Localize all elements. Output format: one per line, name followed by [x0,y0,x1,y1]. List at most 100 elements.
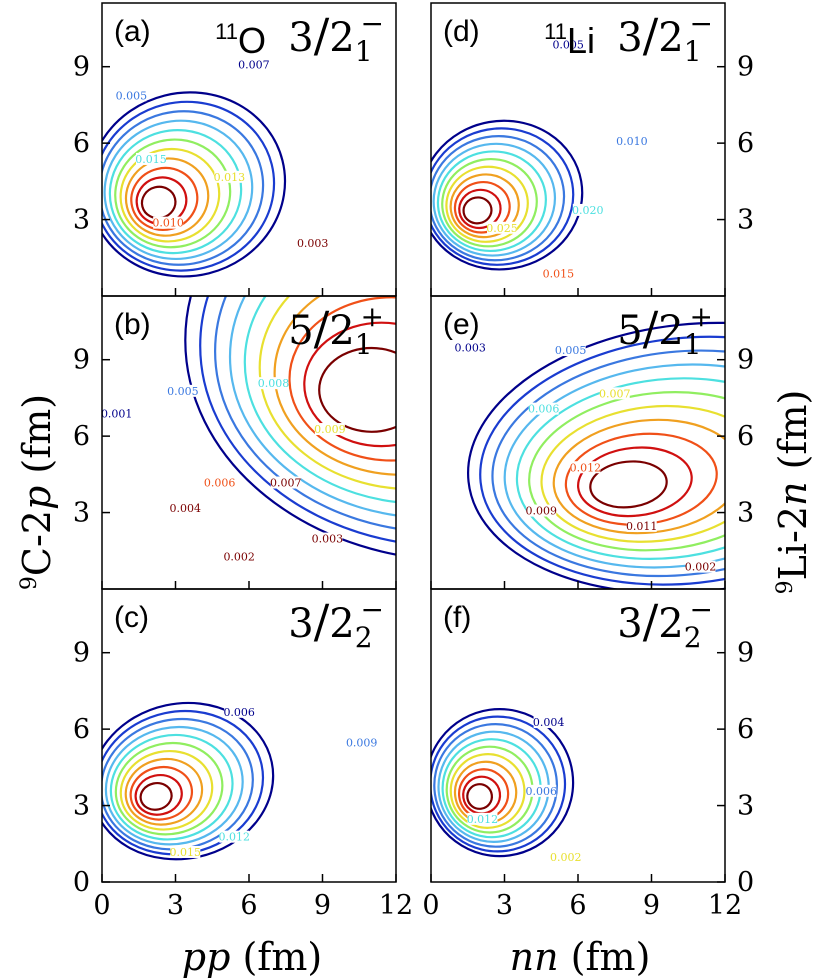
contour-label-bg [555,344,586,357]
contour-label-b-1: 0.001 [101,408,133,421]
contour-f-level-7 [449,753,526,829]
y-tick-label: 6 [737,714,754,745]
contour-label-bg [224,550,255,563]
contour-label-bg [314,423,345,436]
y-tick-label: 3 [73,205,90,236]
contour-label-e-7: 0.011 [626,520,658,533]
y-tick-label: 0 [737,867,754,898]
contour-label-e-8: 0.002 [685,561,717,574]
contour-d-level-9 [453,181,511,234]
y-tick-label: 6 [737,128,754,159]
contour-e-level-5 [515,377,725,560]
contour-label-a-6: 0.003 [297,237,329,250]
contour-d-level-8 [449,173,520,239]
contour-label-bg [550,851,581,864]
state-label-f: 3/22− [617,593,713,654]
contour-e-level-8 [552,418,725,535]
contour-f-level-5 [441,738,542,839]
contour-a-level-1 [102,91,287,278]
contour-e-level-6 [528,391,725,552]
contour-label-bg [219,830,250,843]
contour-a-level-2 [102,100,276,272]
state-j-a: 3/21− [288,7,384,68]
contour-e-level-1 [466,321,725,589]
contour-d-level-10 [458,188,502,230]
contour-c-level-11 [139,781,173,811]
contour-label-bg [224,705,255,718]
contour-c-level-8 [124,757,204,826]
contour-a-level-7 [119,147,221,243]
y-tick-label: 9 [737,638,754,669]
contour-d-level-4 [432,142,557,257]
contour-label-bg [467,812,498,825]
contour-label-bg [136,152,166,165]
contour-e-level-2 [479,335,725,586]
contour-label-bg [572,203,603,216]
panel-f: 0.004 0.006 0.012 0.002 [431,707,582,864]
y-tick-label: 3 [737,205,754,236]
x-tick-label: 3 [167,890,184,921]
contour-d-level-6 [441,157,538,248]
state-j-c: 3/22− [288,593,384,654]
contour-label-c-2: 0.009 [346,736,378,749]
x-tick-label: 9 [314,890,331,921]
contour-c-level-7 [119,749,214,831]
contour-d-level-11 [462,196,493,225]
panel-b: 0.001 0.005 0.008 0.009 0.006 0.007 0.004 0.003… [101,296,396,563]
contour-b-level-4 [228,296,396,517]
panel-label-f: (f) [443,601,471,634]
contour-c-level-4 [104,725,244,846]
y-axis-label-right: 9Li-2n (fm) [771,390,815,595]
contour-label-d-5: 0.015 [543,268,575,281]
contour-label-a-5: 0.010 [152,217,184,230]
x-tick-label: 0 [422,890,439,921]
nucleus-label-d: 11Li [544,19,595,61]
contour-label-c-1: 0.006 [223,706,255,719]
state-label-c: 3/22− [288,593,384,654]
y-tick-label: 9 [73,345,90,376]
contour-a-level-9 [130,166,199,231]
contour-label-bg [626,519,657,532]
y-axis-label-left: 9C-2p (fm) [15,394,59,590]
contour-label-bg [685,560,716,573]
contour-label-d-4: 0.025 [486,222,518,235]
state-label-b: 5/21+ [288,300,384,361]
nucleus-label-a: 11O [215,19,266,61]
x-axis-label-left: pp (fm) [182,935,322,979]
contour-d-level-5 [436,150,547,253]
state-j-d: 3/21− [617,7,713,68]
contour-label-e-4: 0.007 [599,387,631,400]
contour-label-bg [346,736,377,749]
contour-label-e-3: 0.006 [528,403,560,416]
contour-label-bg [616,135,647,148]
contour-b-level-1 [184,296,396,556]
contour-e-level-10 [577,446,693,518]
panel-e: 0.003 0.005 0.006 0.007 0.012 0.009 0.011 0.002 [454,321,725,589]
state-label-e: 5/21+ [617,300,713,361]
contour-label-bg [297,237,328,250]
contour-f-level-4 [437,730,550,844]
contour-b-level-2 [199,296,396,543]
contour-label-bg [170,845,201,858]
contour-e-level-3 [491,349,725,578]
contour-label-e-2: 0.005 [555,344,587,357]
contour-label-bg [170,502,201,515]
contour-label-bg [526,504,557,517]
panel-a: 0.007 0.005 0.015 0.013 0.010 0.003 [102,58,329,278]
state-label-a: 3/21− 11O [215,7,384,68]
contour-f-level-11 [466,783,494,810]
contour-f-level-2 [431,715,567,853]
y-tick-label: 3 [737,791,754,822]
y-tick-label: 0 [73,867,90,898]
y-tick-label: 3 [73,498,90,529]
contour-label-a-3: 0.015 [135,153,167,166]
y-tick-label: 9 [73,638,90,669]
contour-label-bg [270,476,301,489]
state-j-e: 5/21+ [617,300,713,361]
x-tick-label: 0 [93,890,110,921]
y-tick-label: 6 [73,714,90,745]
axes-layer: 3 6 9 (a) 3/21− 11O 3 6 9 (b) 5/21+ 0 3 6 9 0 3 6 9 12 (c) 3/… [73,2,754,921]
contour-label-bg [599,387,630,400]
contour-b-level-7 [273,296,396,476]
y-tick-label: 3 [73,791,90,822]
